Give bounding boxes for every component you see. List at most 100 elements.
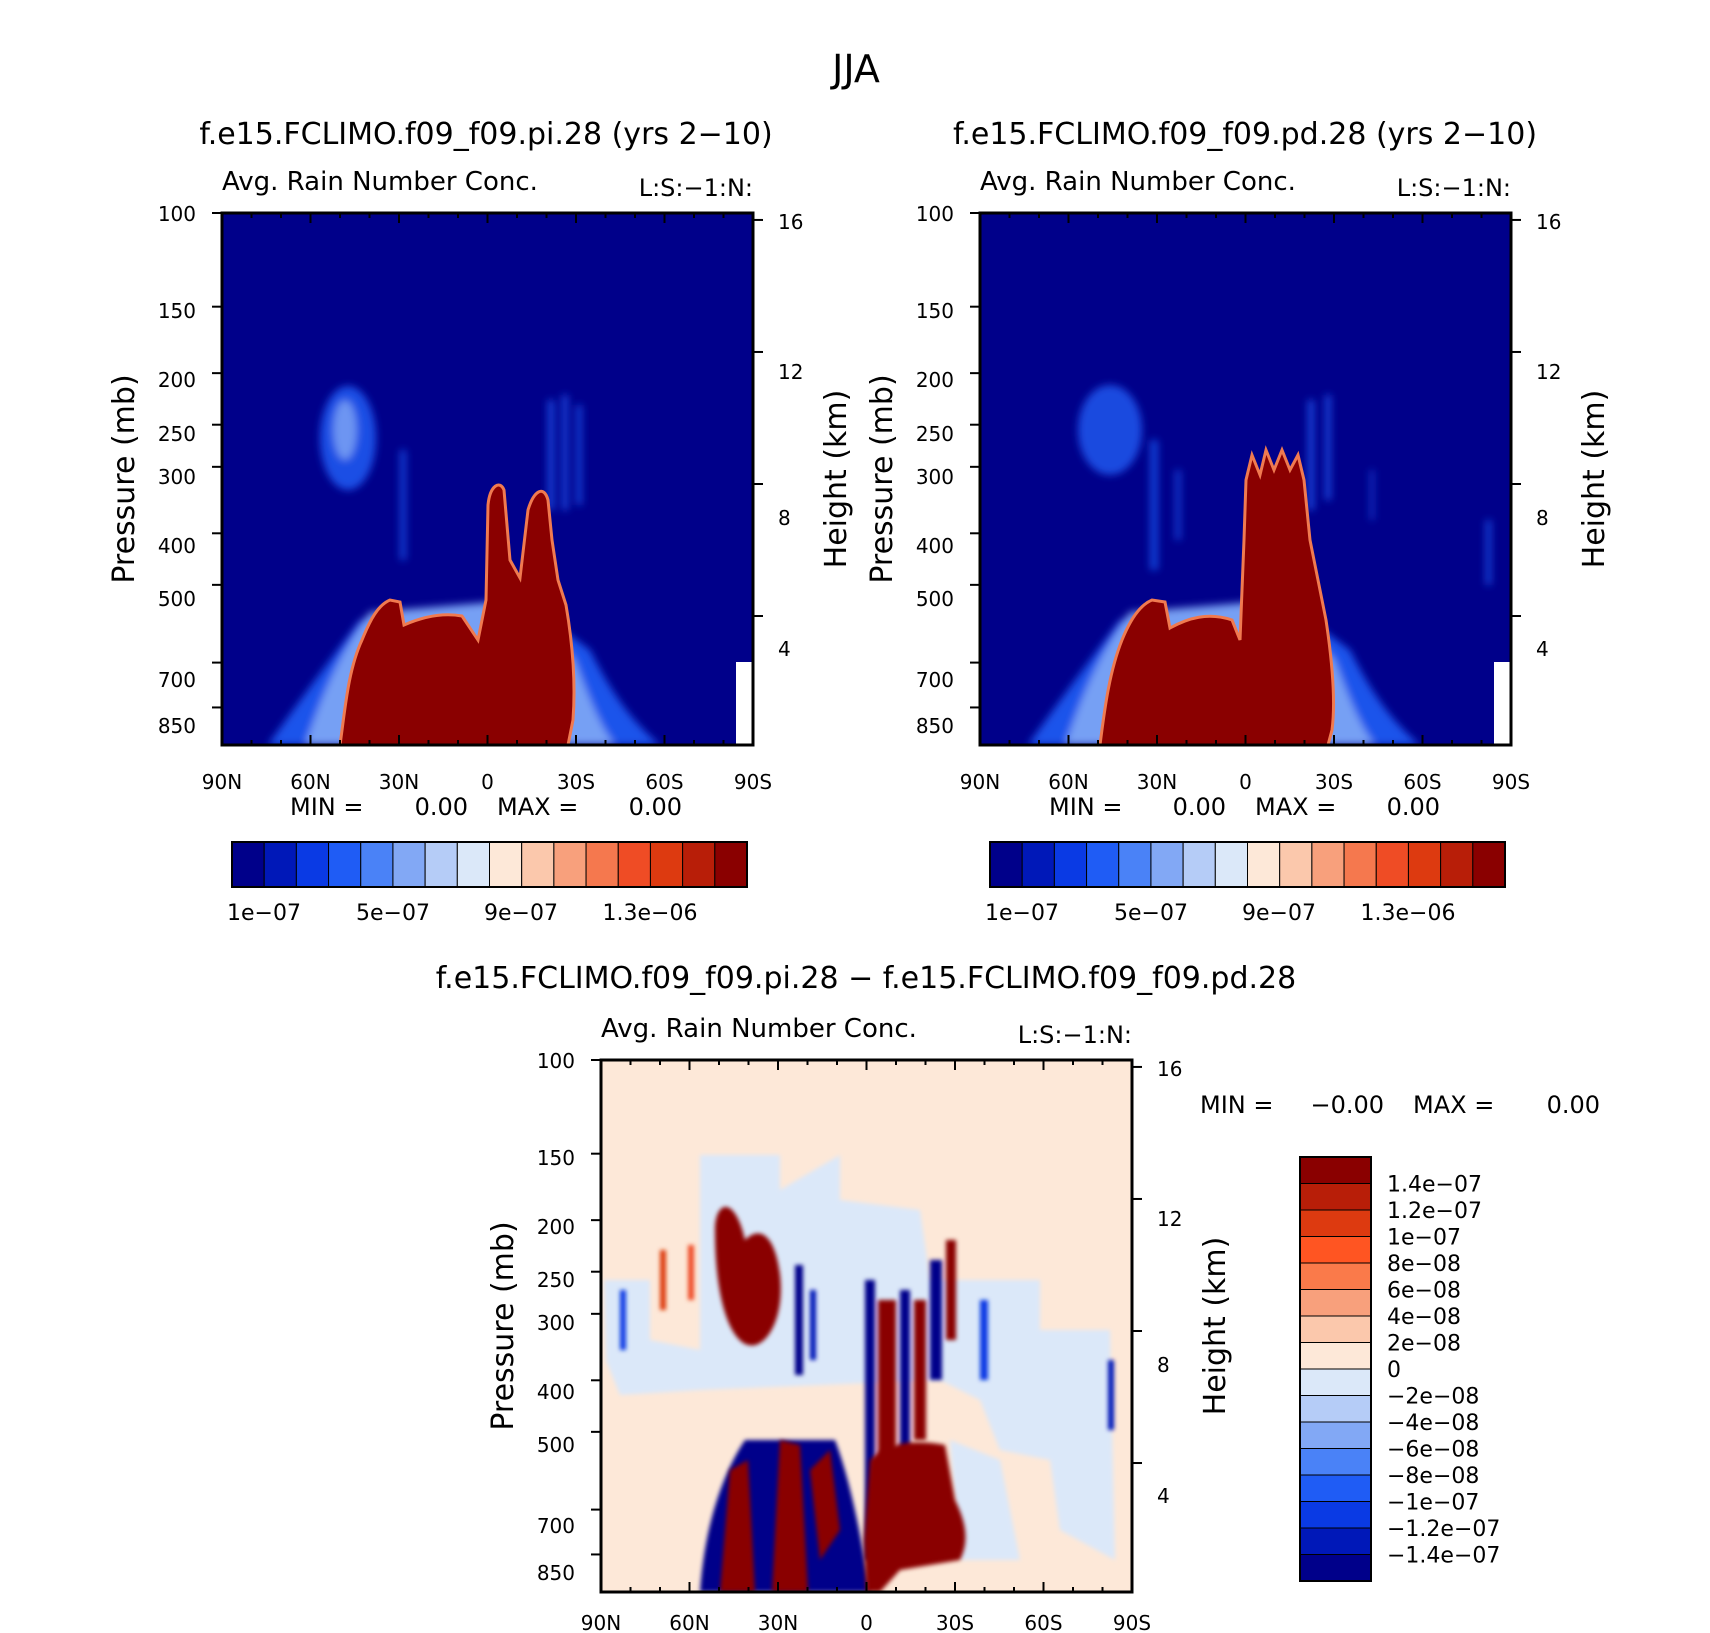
y-tick-label: 300 xyxy=(537,1311,575,1335)
colorbar-frame xyxy=(231,841,748,888)
colorbar-swatch xyxy=(263,841,297,888)
y-tick-label: 500 xyxy=(537,1433,575,1457)
x-tick-label: 0 xyxy=(860,1611,873,1633)
y-right-tick-label: 16 xyxy=(778,210,803,234)
y-axis-label-right: Height (km) xyxy=(1198,1237,1233,1416)
colorbar-swatch xyxy=(1299,1209,1372,1237)
min-value: −0.00 xyxy=(1310,1091,1384,1119)
y-right-tick-label: 12 xyxy=(1536,360,1561,384)
x-tick-label: 90N xyxy=(581,1611,621,1633)
x-tick-label: 90S xyxy=(1492,770,1530,794)
y-tick-label: 100 xyxy=(916,202,954,226)
upper-cloud-sh xyxy=(1308,395,1491,585)
x-tick-label: 90N xyxy=(960,770,1000,794)
tick-marks xyxy=(970,212,1521,745)
y-right-tick-label: 8 xyxy=(1157,1353,1170,1377)
contour-field xyxy=(980,213,1511,745)
panel-subtitle: Avg. Rain Number Conc. xyxy=(980,167,1296,197)
colorbar-swatch xyxy=(295,841,330,888)
colorbar-tick-label: 4e−08 xyxy=(1387,1305,1461,1330)
y-axis-label-left: Pressure (mb) xyxy=(486,1221,521,1430)
colorbar-swatch xyxy=(1021,841,1055,888)
y-tick-label: 400 xyxy=(158,534,196,558)
colorbar-swatch xyxy=(1299,1421,1372,1449)
y-tick-label: 700 xyxy=(158,668,196,692)
max-label: MAX = xyxy=(1413,1091,1494,1119)
colorbar-tick-label: 6e−08 xyxy=(1387,1279,1461,1304)
colorbar-swatch xyxy=(1182,841,1216,888)
max-value: 0.00 xyxy=(1547,1091,1600,1119)
colorbar-swatch xyxy=(1299,1368,1372,1396)
colorbar-swatch xyxy=(1375,841,1409,888)
y-right-tick-label: 4 xyxy=(1536,637,1549,661)
max-value: 0.00 xyxy=(629,793,682,821)
y-tick-label: 150 xyxy=(537,1146,575,1170)
colorbar-swatch xyxy=(1299,1289,1372,1317)
colorbar-swatch xyxy=(1053,841,1088,888)
colorbar-swatch xyxy=(328,841,362,888)
colorbar-swatch xyxy=(714,841,748,888)
colorbar-tick-label: −6e−08 xyxy=(1387,1438,1479,1463)
upper-cloud-nh xyxy=(320,386,406,560)
colorbar-frame xyxy=(1299,1156,1372,1582)
colorbar-swatch xyxy=(521,841,555,888)
x-axis: 90N 60N 30N 0 30S 60S 90S xyxy=(960,770,1530,794)
colorbar-swatch xyxy=(649,841,684,888)
min-label: MIN = xyxy=(1200,1091,1273,1119)
max-label: MAX = xyxy=(497,793,578,821)
colorbar-tick-label: −1e−07 xyxy=(1387,1491,1479,1516)
colorbar-swatch xyxy=(989,841,1023,888)
colorbar-swatch xyxy=(1214,841,1248,888)
y-tick-label: 100 xyxy=(158,202,196,226)
x-tick-label: 60S xyxy=(645,770,683,794)
colorbar-swatch xyxy=(553,841,587,888)
y-tick-label: 200 xyxy=(916,368,954,392)
y-right-tick-label: 12 xyxy=(778,360,803,384)
colorbar-swatch xyxy=(1299,1474,1372,1502)
x-tick-label: 90S xyxy=(734,770,772,794)
y-axis-right: 16 12 8 4 xyxy=(778,210,803,661)
x-tick-label: 60S xyxy=(1024,1611,1062,1633)
y-tick-label: 200 xyxy=(158,368,196,392)
contour-field xyxy=(601,1060,1132,1592)
y-tick-label: 500 xyxy=(916,587,954,611)
colorbar-swatch xyxy=(1299,1342,1372,1370)
colorbar-tick-label: 1e−07 xyxy=(985,901,1059,926)
tick-marks xyxy=(212,212,763,745)
colorbar-swatch xyxy=(1299,1395,1372,1423)
min-value: 0.00 xyxy=(1173,793,1226,821)
colorbar-frame xyxy=(989,841,1506,888)
colorbar-swatches xyxy=(989,841,1506,888)
min-label: MIN = xyxy=(290,793,363,821)
colorbar-swatch xyxy=(1299,1262,1372,1290)
colorbar-tick-label: 1.2e−07 xyxy=(1387,1199,1482,1224)
colorbar-tick-labels: 1.4e−071.2e−071e−078e−086e−084e−082e−080… xyxy=(1387,1173,1500,1569)
y-axis-label-left: Pressure (mb) xyxy=(107,374,142,583)
x-tick-label: 30N xyxy=(1137,770,1177,794)
colorbar-swatch xyxy=(1299,1236,1372,1264)
colorbar-swatch xyxy=(231,841,265,888)
min-label: MIN = xyxy=(1049,793,1122,821)
figure-title: JJA xyxy=(830,47,880,91)
colorbar-swatch xyxy=(1118,841,1152,888)
y-tick-label: 850 xyxy=(537,1561,575,1585)
rain-core xyxy=(338,483,576,745)
x-tick-label: 60N xyxy=(290,770,330,794)
colorbar-swatches xyxy=(231,841,748,888)
y-tick-label: 300 xyxy=(158,465,196,489)
colorbar-swatch xyxy=(1299,1448,1372,1476)
y-axis-right: 16 12 8 4 xyxy=(1536,210,1561,661)
colorbar-swatch xyxy=(1440,841,1474,888)
colorbar-swatch xyxy=(1247,841,1281,888)
colorbar-swatch xyxy=(360,841,394,888)
colorbar-swatch xyxy=(1299,1527,1372,1555)
y-axis-left: 100 150 200 250 300 400 500 700 850 xyxy=(916,202,954,738)
panel-subtitle: Avg. Rain Number Conc. xyxy=(601,1014,917,1044)
colorbar-tick-label: 2e−08 xyxy=(1387,1332,1461,1357)
colorbar-tick-label: 9e−07 xyxy=(1242,901,1316,926)
colorbar-swatch xyxy=(1150,841,1184,888)
x-tick-label: 30N xyxy=(379,770,419,794)
colorbar-tick-label: 5e−07 xyxy=(1114,901,1188,926)
upper-cloud-nh xyxy=(1078,385,1181,570)
